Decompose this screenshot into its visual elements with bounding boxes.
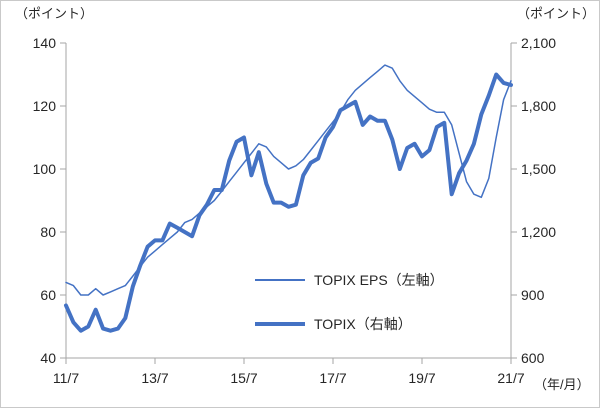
left-axis-title: （ポイント）: [15, 6, 93, 21]
right-axis-tick-label: 1,500: [521, 161, 556, 177]
right-axis-tick-label: 600: [521, 350, 545, 366]
x-axis-tick-label: 11/7: [53, 370, 79, 386]
series-line-topix: [64, 72, 513, 333]
right-axis-tick-label: 2,100: [521, 35, 556, 51]
x-axis-title: （年/月）: [534, 377, 590, 392]
legend-item-topix: TOPIX（右軸）: [255, 313, 444, 335]
right-axis-title: （ポイント）: [517, 6, 595, 21]
left-axis-tick-label: 140: [33, 35, 57, 51]
chart-plot: 40 60 80 100 120 140 600 900 1,200 1,500 1,800 2,10…: [33, 35, 557, 386]
legend-label-eps: TOPIX EPS（左軸）: [314, 272, 444, 288]
x-axis-tick-label: 13/7: [141, 370, 168, 386]
x-axis-tick-label: 15/7: [230, 370, 257, 386]
legend-item-eps: TOPIX EPS（左軸）: [255, 269, 444, 291]
left-axis-tick-label: 40: [40, 350, 56, 366]
right-axis-tick-label: 1,200: [521, 224, 556, 240]
right-axis-tick-label: 900: [521, 287, 545, 303]
left-axis-tick-label: 60: [40, 287, 56, 303]
chart-legend: TOPIX EPS（左軸） TOPIX（右軸）: [255, 269, 444, 357]
left-axis-tick-label: 100: [33, 161, 57, 177]
left-axis-tick-label: 80: [40, 224, 56, 240]
x-axis-tick-label: 19/7: [408, 370, 435, 386]
eps-line-sample: [255, 279, 305, 281]
x-axis-tick-label: 21/7: [497, 370, 524, 386]
x-axis-tick-label: 17/7: [319, 370, 346, 386]
series-line-eps: [65, 64, 512, 296]
right-axis-tick-label: 1,800: [521, 98, 556, 114]
left-axis-tick-label: 120: [33, 98, 57, 114]
legend-label-topix: TOPIX（右軸）: [314, 316, 412, 332]
topix-line-sample: [255, 322, 305, 326]
